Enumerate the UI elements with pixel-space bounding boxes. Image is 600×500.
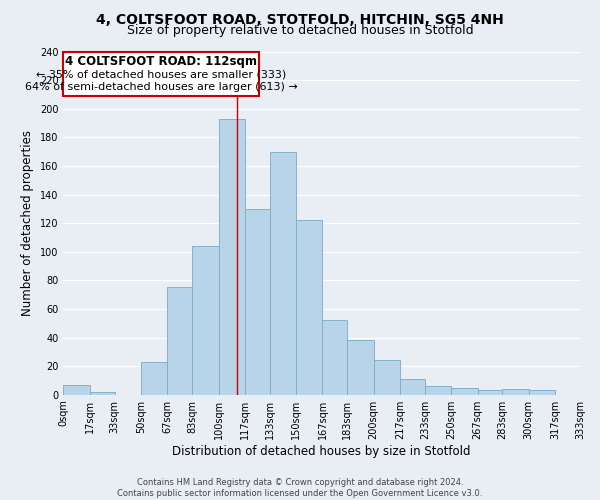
Bar <box>322 320 347 394</box>
Bar <box>529 390 555 394</box>
Y-axis label: Number of detached properties: Number of detached properties <box>22 130 34 316</box>
Text: Contains HM Land Registry data © Crown copyright and database right 2024.
Contai: Contains HM Land Registry data © Crown c… <box>118 478 482 498</box>
Bar <box>374 360 400 394</box>
Bar <box>478 390 502 394</box>
Bar <box>347 340 374 394</box>
Bar <box>400 379 425 394</box>
FancyBboxPatch shape <box>64 52 259 96</box>
Bar <box>141 362 167 394</box>
Bar <box>451 388 478 394</box>
Bar <box>64 384 90 394</box>
Bar <box>425 386 451 394</box>
X-axis label: Distribution of detached houses by size in Stotfold: Distribution of detached houses by size … <box>172 444 471 458</box>
Bar <box>502 389 529 394</box>
Bar <box>192 246 218 394</box>
Text: 64% of semi-detached houses are larger (613) →: 64% of semi-detached houses are larger (… <box>25 82 298 92</box>
Bar <box>245 209 270 394</box>
Text: Size of property relative to detached houses in Stotfold: Size of property relative to detached ho… <box>127 24 473 37</box>
Bar <box>270 152 296 394</box>
Text: 4 COLTSFOOT ROAD: 112sqm: 4 COLTSFOOT ROAD: 112sqm <box>65 55 257 68</box>
Bar <box>90 392 115 394</box>
Text: 4, COLTSFOOT ROAD, STOTFOLD, HITCHIN, SG5 4NH: 4, COLTSFOOT ROAD, STOTFOLD, HITCHIN, SG… <box>96 12 504 26</box>
Bar <box>167 288 192 395</box>
Bar <box>218 118 245 394</box>
Text: ← 35% of detached houses are smaller (333): ← 35% of detached houses are smaller (33… <box>36 70 286 80</box>
Bar <box>296 220 322 394</box>
